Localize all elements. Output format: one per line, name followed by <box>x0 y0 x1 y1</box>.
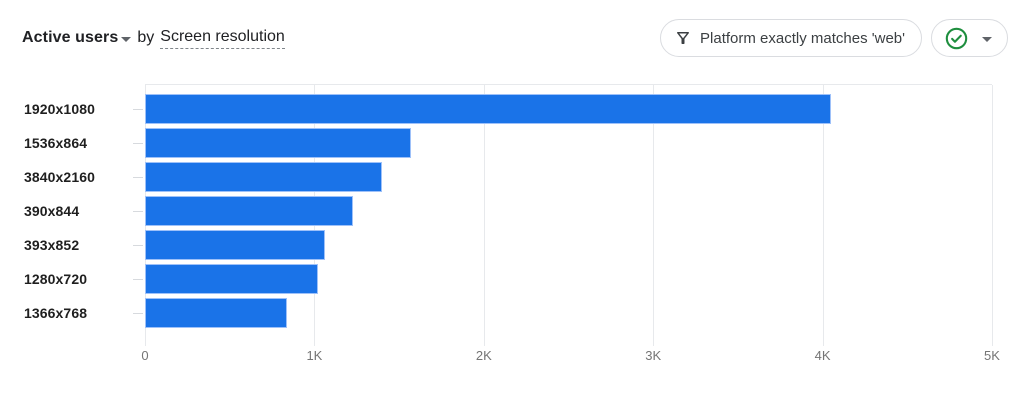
y-axis-tick <box>133 313 143 314</box>
y-axis-label: 1366x768 <box>24 305 88 321</box>
bar[interactable] <box>145 196 354 226</box>
y-axis-tick <box>133 279 143 280</box>
y-axis-label: 3840x2160 <box>24 169 95 185</box>
gridline <box>992 85 993 346</box>
y-axis-label: 1920x1080 <box>24 101 95 117</box>
gridline <box>653 85 655 346</box>
y-axis-tick <box>133 109 143 110</box>
bar[interactable] <box>145 162 383 192</box>
metric-dropdown-caret-icon[interactable] <box>121 37 132 42</box>
metric-selector[interactable]: Active users <box>22 29 119 46</box>
gridline <box>483 85 485 346</box>
report-header: Active users by Screen resolution Platfo… <box>22 0 1008 76</box>
bar-area <box>133 162 992 192</box>
x-axis-tick-label: 4K <box>814 348 831 363</box>
y-axis-label: 390x844 <box>24 203 80 219</box>
filter-chip-label: Platform exactly matches 'web' <box>700 29 905 47</box>
bar[interactable] <box>145 128 411 158</box>
bar[interactable] <box>145 264 318 294</box>
bar-area <box>133 128 992 158</box>
bar-row: 390x844 <box>24 194 992 228</box>
chart-title: Active users by Screen resolution <box>22 28 285 49</box>
bar-area <box>133 230 992 260</box>
title-connector: by <box>137 29 155 46</box>
platform-filter-chip[interactable]: Platform exactly matches 'web' <box>660 19 922 57</box>
y-axis-tick <box>133 177 143 178</box>
x-axis-tick-label: 5K <box>984 348 1000 363</box>
x-axis-tick-label: 3K <box>645 348 662 363</box>
bar-row: 393x852 <box>24 228 992 262</box>
header-chips: Platform exactly matches 'web' <box>660 19 1008 57</box>
x-axis-tick-label: 2K <box>475 348 492 363</box>
data-quality-chip[interactable] <box>931 19 1008 57</box>
bar-row: 1920x1080 <box>24 92 992 126</box>
bar[interactable] <box>145 94 832 124</box>
bar-area <box>133 196 992 226</box>
x-axis: 0 1K 2K 3K 4K 5K <box>141 348 1000 366</box>
y-axis-label: 393x852 <box>24 237 80 253</box>
y-axis-tick <box>133 245 143 246</box>
dimension-selector[interactable]: Screen resolution <box>160 28 285 49</box>
dropdown-caret-icon[interactable] <box>982 37 992 42</box>
bar-row: 3840x2160 <box>24 160 992 194</box>
y-axis-label: 1280x720 <box>24 271 88 287</box>
gridline <box>822 85 824 346</box>
x-axis-tick-label: 1K <box>306 348 323 363</box>
bar[interactable] <box>145 298 288 328</box>
bar-area <box>133 298 992 328</box>
bar[interactable] <box>145 230 325 260</box>
bar-area <box>133 264 992 294</box>
bar-row: 1536x864 <box>24 126 992 160</box>
y-axis-tick <box>133 143 143 144</box>
x-axis-tick-label: 0 <box>141 348 149 363</box>
bar-row: 1366x768 <box>24 296 992 330</box>
green-check-circle-icon <box>944 26 969 51</box>
y-axis-tick <box>133 211 143 212</box>
bar-row: 1280x720 <box>24 262 992 296</box>
bar-rows: 1920x1080 1536x864 3840x2160 390x844 393x852… <box>24 92 992 330</box>
bar-area <box>133 94 992 124</box>
filter-funnel-icon <box>674 29 692 47</box>
y-axis-label: 1536x864 <box>24 135 88 151</box>
